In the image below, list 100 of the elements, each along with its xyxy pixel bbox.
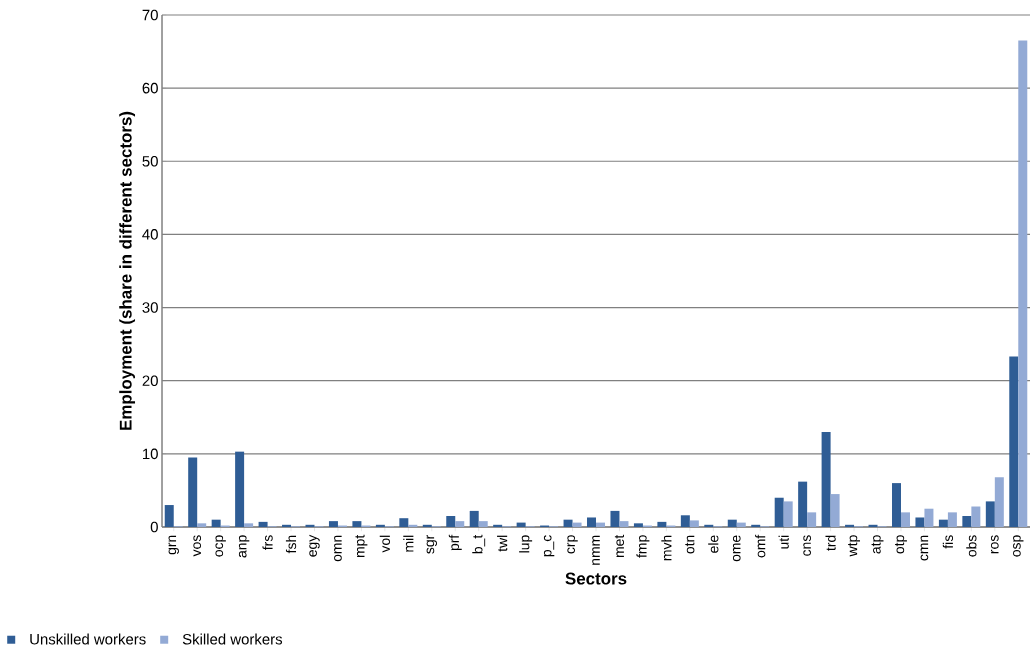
bar [971,506,981,527]
bar [244,523,254,527]
x-tick-label: atp [871,535,884,554]
x-tick-label: sgr [426,534,437,554]
bar [516,522,526,527]
bar [352,521,362,527]
x-tick-label: vos [193,535,202,557]
bar [188,457,198,527]
bar [680,515,690,527]
bar [704,524,714,527]
x-tick-label: uti [778,535,789,549]
y-tick-label: 0 [150,521,158,533]
bar [783,501,793,527]
x-tick-label: mpt [355,534,368,558]
bar [830,494,840,527]
bar [774,497,784,527]
y-tick-label: 50 [142,155,158,167]
bar [399,518,409,527]
bar [469,510,479,527]
bar [994,477,1004,527]
bar [455,521,465,527]
bar [493,524,503,527]
bar [736,522,746,527]
bar [610,510,620,527]
x-tick-label: lup [519,535,533,553]
x-tick-label: cmn [920,535,929,561]
bar [798,481,808,527]
bar [633,523,643,527]
y-tick-label: 40 [142,229,158,240]
x-tick-label: nmm [592,535,600,565]
bar [900,512,910,527]
x-tick-label: fsh [285,535,297,554]
y-tick-label: 30 [142,302,158,313]
x-tick-label: otn [685,535,695,554]
x-tick-label: otp [895,535,907,554]
x-tick-label: trd [825,535,836,551]
x-tick-label: p_c [543,535,555,557]
x-tick-label: twl [497,535,508,552]
bar [924,508,934,527]
legend-label: Unskilled workers [30,633,146,645]
y-tick-label: 70 [142,9,158,21]
bar [282,524,292,527]
legend-label: Skilled workers [182,633,283,645]
bar [657,521,667,527]
y-tick-label: 60 [142,82,158,94]
bar [947,512,957,527]
bar [938,519,948,527]
bar [868,524,878,527]
x-tick-label: b_t [472,534,486,554]
y-axis-title: Employment (share in different sectors) [119,111,136,430]
bar [375,524,385,527]
x-tick-label: ros [990,535,999,554]
bar [328,521,338,527]
x-tick-label: ocp [215,535,226,557]
x-tick-label: osp [1013,535,1024,557]
bar [727,519,737,527]
x-tick-label: ele [708,535,719,553]
bar [891,483,901,527]
x-tick-label: fis [942,535,954,549]
x-tick-label: ome [732,535,741,562]
bar [1009,356,1019,527]
bar [563,519,573,527]
x-tick-label: grn [168,535,179,555]
bar [446,516,456,527]
bar [1018,40,1028,527]
bar [235,451,245,527]
x-tick-label: wtp [848,535,861,557]
x-tick-label: met [614,534,625,558]
x-tick-label: obs [966,535,977,557]
bar [751,524,761,527]
x-tick-label: anp [238,535,250,558]
bar [305,524,315,527]
bar [821,431,831,527]
x-tick-label: omf [755,534,766,558]
y-tick-label: 10 [143,448,158,460]
bar [478,521,488,527]
x-tick-label: mvh [661,535,672,561]
bar [596,522,606,527]
bar [211,519,221,527]
bar [845,524,855,527]
bar [587,517,597,527]
x-tick-label: crp [567,535,578,554]
bar [408,524,418,527]
bar [915,517,925,527]
bar [689,520,699,527]
x-tick-label: cns [803,535,811,556]
bar [258,521,268,527]
x-tick-label: prf [448,534,462,551]
bar [164,505,174,527]
x-tick-label: mil [403,535,414,552]
y-tick-label: 20 [142,375,158,386]
bar [422,524,432,527]
bar [807,512,817,527]
x-tick-label: frs [262,535,273,551]
bar [985,501,995,527]
x-tick-label: vol [379,535,390,553]
x-tick-label: fmp [636,535,650,558]
x-axis-title: Sectors [565,572,627,585]
x-tick-label: omn [334,535,342,562]
bar [572,522,582,527]
